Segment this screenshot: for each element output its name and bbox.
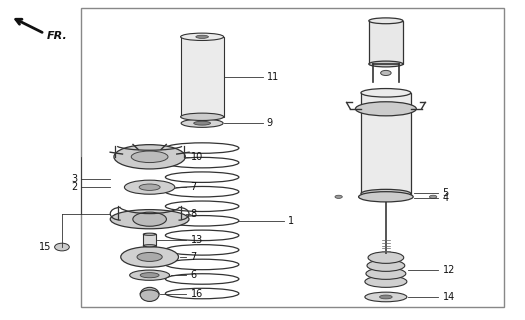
Bar: [369, 21, 403, 64]
Ellipse shape: [131, 151, 168, 163]
Ellipse shape: [114, 145, 185, 169]
Ellipse shape: [368, 252, 404, 263]
Ellipse shape: [381, 70, 391, 76]
Ellipse shape: [365, 292, 407, 302]
Ellipse shape: [140, 273, 159, 278]
Text: 12: 12: [443, 265, 455, 276]
Ellipse shape: [181, 119, 223, 127]
Text: 3: 3: [71, 174, 78, 184]
Ellipse shape: [140, 287, 159, 301]
Text: 2: 2: [71, 182, 78, 192]
Ellipse shape: [181, 33, 224, 40]
Ellipse shape: [369, 18, 403, 24]
Text: 14: 14: [443, 292, 455, 302]
Ellipse shape: [124, 180, 175, 194]
Ellipse shape: [365, 276, 407, 287]
Ellipse shape: [121, 247, 178, 267]
Ellipse shape: [429, 195, 437, 198]
Text: 13: 13: [191, 235, 203, 245]
Ellipse shape: [137, 252, 162, 261]
Ellipse shape: [194, 121, 211, 125]
Text: 6: 6: [191, 270, 197, 280]
Text: 1: 1: [288, 216, 294, 226]
Text: 11: 11: [267, 72, 279, 82]
Bar: [143, 234, 156, 246]
Ellipse shape: [130, 270, 170, 280]
Text: FR.: FR.: [47, 31, 68, 41]
Text: 5: 5: [443, 188, 449, 198]
Ellipse shape: [359, 192, 413, 202]
Bar: [81, 8, 504, 307]
Ellipse shape: [143, 233, 156, 235]
Text: 9: 9: [267, 118, 273, 128]
Ellipse shape: [361, 89, 411, 97]
Ellipse shape: [196, 35, 208, 38]
Ellipse shape: [361, 189, 411, 198]
Bar: [181, 37, 224, 117]
Ellipse shape: [143, 245, 156, 247]
Bar: [361, 93, 411, 194]
Ellipse shape: [380, 295, 392, 299]
Ellipse shape: [55, 243, 69, 251]
Ellipse shape: [355, 102, 416, 116]
Ellipse shape: [367, 260, 405, 271]
Text: 4: 4: [443, 193, 449, 203]
Text: 7: 7: [191, 252, 197, 262]
Ellipse shape: [110, 210, 189, 229]
Ellipse shape: [335, 195, 342, 198]
Text: 10: 10: [191, 152, 203, 162]
Text: 8: 8: [191, 209, 197, 220]
Ellipse shape: [139, 184, 160, 190]
Ellipse shape: [369, 61, 403, 67]
Text: 7: 7: [191, 182, 197, 192]
Ellipse shape: [133, 212, 166, 226]
Text: 15: 15: [39, 242, 51, 252]
Text: 16: 16: [191, 289, 203, 299]
Ellipse shape: [366, 268, 406, 279]
Ellipse shape: [181, 113, 224, 120]
